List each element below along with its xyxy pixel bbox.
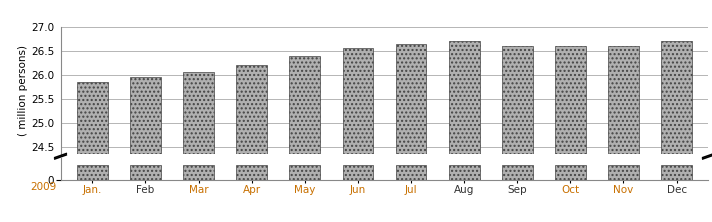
- Bar: [236, 165, 267, 180]
- Bar: [449, 41, 480, 154]
- Bar: [342, 48, 373, 154]
- Bar: [289, 56, 320, 154]
- Bar: [77, 165, 108, 180]
- Bar: [396, 165, 426, 180]
- Bar: [130, 77, 161, 154]
- Bar: [608, 46, 639, 154]
- Bar: [130, 165, 161, 180]
- Bar: [555, 165, 586, 180]
- Bar: [183, 165, 214, 180]
- Bar: [661, 41, 692, 154]
- Bar: [342, 165, 373, 180]
- Bar: [449, 165, 480, 180]
- Bar: [555, 46, 586, 154]
- Bar: [77, 82, 108, 154]
- Text: 2009: 2009: [31, 182, 57, 192]
- Bar: [236, 65, 267, 154]
- Bar: [608, 165, 639, 180]
- Bar: [183, 72, 214, 154]
- Bar: [661, 165, 692, 180]
- Bar: [289, 165, 320, 180]
- Bar: [502, 165, 533, 180]
- Bar: [396, 44, 426, 154]
- Y-axis label: ( million persons): ( million persons): [19, 45, 28, 136]
- Bar: [502, 46, 533, 154]
